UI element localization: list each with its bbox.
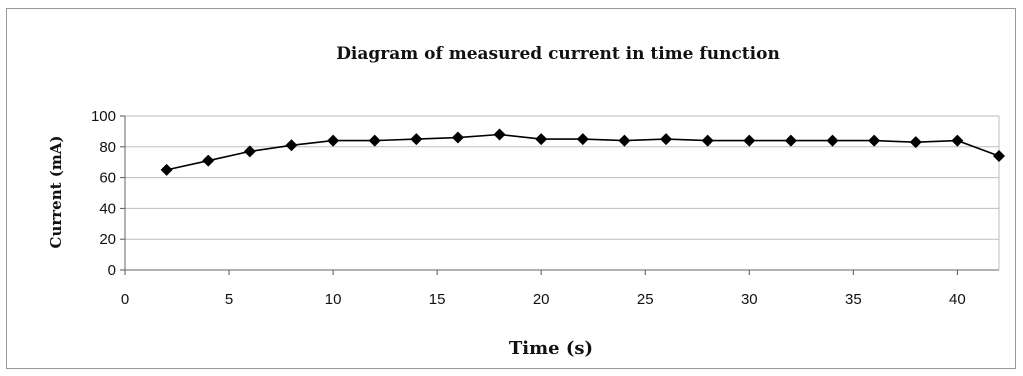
y-tick-label-60: 60 bbox=[99, 170, 116, 187]
data-series bbox=[160, 128, 1005, 176]
data-point-38 bbox=[909, 136, 922, 149]
data-point-26 bbox=[660, 133, 673, 146]
x-tick-label-35: 35 bbox=[845, 291, 862, 308]
y-tick-label-20: 20 bbox=[99, 231, 116, 248]
tick-labels: 0 20 40 60 80 100 0 5 10 15 20 25 30 35 40 bbox=[91, 108, 966, 308]
y-tick-label-40: 40 bbox=[99, 200, 116, 217]
data-point-10 bbox=[327, 134, 340, 147]
y-axis-label: Current (mA) bbox=[47, 136, 65, 249]
data-point-18 bbox=[493, 128, 506, 141]
data-point-32 bbox=[784, 134, 797, 147]
data-point-22 bbox=[576, 133, 589, 146]
data-point-14 bbox=[410, 133, 423, 146]
data-point-30 bbox=[743, 134, 756, 147]
x-tick-label-0: 0 bbox=[121, 291, 129, 308]
data-point-42 bbox=[993, 150, 1005, 163]
data-point-2 bbox=[160, 163, 173, 176]
x-tick-label-10: 10 bbox=[325, 291, 342, 308]
data-point-8 bbox=[285, 139, 298, 152]
data-point-20 bbox=[535, 133, 548, 146]
data-point-12 bbox=[368, 134, 381, 147]
x-tick-label-40: 40 bbox=[949, 291, 966, 308]
x-tick-label-25: 25 bbox=[637, 291, 654, 308]
gridlines bbox=[125, 115, 999, 240]
data-point-24 bbox=[618, 134, 631, 147]
chart-title: Diagram of measured current in time func… bbox=[336, 44, 780, 64]
x-tick-label-20: 20 bbox=[533, 291, 550, 308]
y-tick-label-80: 80 bbox=[99, 139, 116, 156]
x-tick-label-5: 5 bbox=[225, 291, 233, 308]
data-point-28 bbox=[701, 134, 714, 147]
data-point-4 bbox=[202, 154, 215, 167]
axes bbox=[120, 115, 1000, 275]
x-tick-label-30: 30 bbox=[741, 291, 758, 308]
data-point-16 bbox=[451, 131, 464, 144]
data-point-6 bbox=[243, 145, 256, 158]
data-point-34 bbox=[826, 134, 839, 147]
y-tick-label-0: 0 bbox=[108, 262, 116, 279]
data-point-36 bbox=[868, 134, 881, 147]
y-tick-label-100: 100 bbox=[91, 108, 116, 125]
data-point-40 bbox=[951, 134, 964, 147]
x-axis-label: Time (s) bbox=[509, 338, 593, 359]
chart-frame bbox=[6, 8, 1016, 369]
x-tick-label-15: 15 bbox=[429, 291, 446, 308]
